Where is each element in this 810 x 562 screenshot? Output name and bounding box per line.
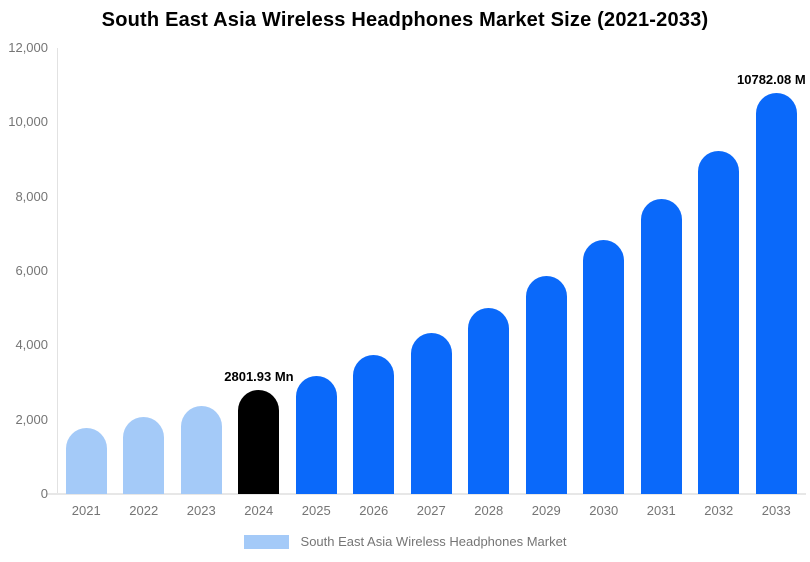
bar-2022[interactable] bbox=[123, 416, 165, 494]
bar-2027[interactable] bbox=[410, 332, 452, 494]
y-axis-line bbox=[57, 48, 58, 494]
bar-2030[interactable] bbox=[583, 240, 625, 494]
y-axis-tick-label: 10,000 bbox=[8, 114, 48, 130]
x-axis-tick-label-2022: 2022 bbox=[129, 503, 159, 518]
y-axis-tick-label: 0 bbox=[40, 486, 48, 501]
bar-2024[interactable] bbox=[238, 389, 280, 494]
x-axis-tick-label-2023: 2023 bbox=[186, 503, 216, 518]
x-axis-tick-label-2027: 2027 bbox=[416, 503, 446, 518]
y-axis-tick-label: 4,000 bbox=[15, 337, 48, 353]
bar-2033[interactable] bbox=[755, 93, 797, 494]
legend-swatch bbox=[243, 534, 289, 549]
legend[interactable]: South East Asia Wireless Headphones Mark… bbox=[0, 534, 810, 549]
x-axis-tick-label-2029: 2029 bbox=[531, 503, 561, 518]
x-axis-tick-label-2021: 2021 bbox=[71, 503, 101, 518]
x-axis-tick-label-2026: 2026 bbox=[359, 503, 389, 518]
y-axis-tick-label: 6,000 bbox=[15, 263, 48, 278]
x-axis-tick-label-2032: 2032 bbox=[704, 503, 734, 518]
x-axis-tick-label-2031: 2031 bbox=[646, 503, 676, 518]
x-axis-tick-label-2030: 2030 bbox=[589, 503, 619, 518]
y-axis-tick-label: 12,000 bbox=[8, 40, 48, 55]
value-label-2033: 10782.08 M bbox=[737, 72, 806, 88]
x-axis-tick-label-2028: 2028 bbox=[474, 503, 504, 518]
bar-2026[interactable] bbox=[353, 354, 395, 494]
value-label-2024: 2801.93 Mn bbox=[224, 368, 294, 384]
bar-2021[interactable] bbox=[65, 428, 107, 494]
bar-2031[interactable] bbox=[640, 199, 682, 494]
x-axis-tick-label-2033: 2033 bbox=[761, 503, 791, 518]
legend-label: South East Asia Wireless Headphones Mark… bbox=[300, 534, 567, 549]
bar-2029[interactable] bbox=[525, 275, 567, 494]
bar-2025[interactable] bbox=[295, 375, 337, 494]
x-axis-tick-label-2024: 2024 bbox=[244, 503, 274, 518]
y-axis-tick-label: 2,000 bbox=[15, 411, 48, 427]
bar-2032[interactable] bbox=[698, 150, 740, 494]
x-axis-baseline bbox=[46, 493, 806, 495]
y-axis-tick-label: 8,000 bbox=[15, 188, 48, 204]
bar-2028[interactable] bbox=[468, 308, 510, 494]
bar-2023[interactable] bbox=[180, 405, 222, 494]
chart-title: South East Asia Wireless Headphones Mark… bbox=[101, 9, 709, 31]
x-axis-tick-label-2025: 2025 bbox=[301, 503, 331, 518]
